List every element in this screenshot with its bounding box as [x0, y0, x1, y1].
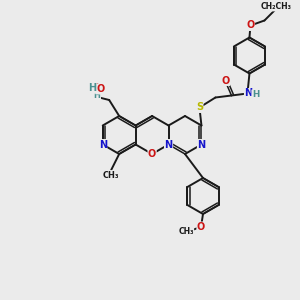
Text: CH₃: CH₃ — [103, 170, 119, 179]
Text: CH₂CH₃: CH₂CH₃ — [261, 2, 292, 11]
Text: O: O — [246, 20, 255, 31]
Text: O: O — [96, 84, 104, 94]
Text: O: O — [91, 83, 99, 93]
Text: N: N — [164, 140, 172, 149]
Text: N: N — [244, 88, 253, 98]
Text: H: H — [88, 83, 96, 93]
Text: N: N — [99, 140, 107, 149]
Text: H: H — [94, 92, 100, 100]
Text: H: H — [252, 90, 259, 99]
Text: O: O — [221, 76, 230, 85]
Text: O: O — [197, 222, 205, 232]
Text: N: N — [197, 140, 206, 149]
Text: O: O — [148, 149, 156, 159]
Text: CH₃: CH₃ — [178, 226, 194, 236]
Text: S: S — [196, 103, 203, 112]
